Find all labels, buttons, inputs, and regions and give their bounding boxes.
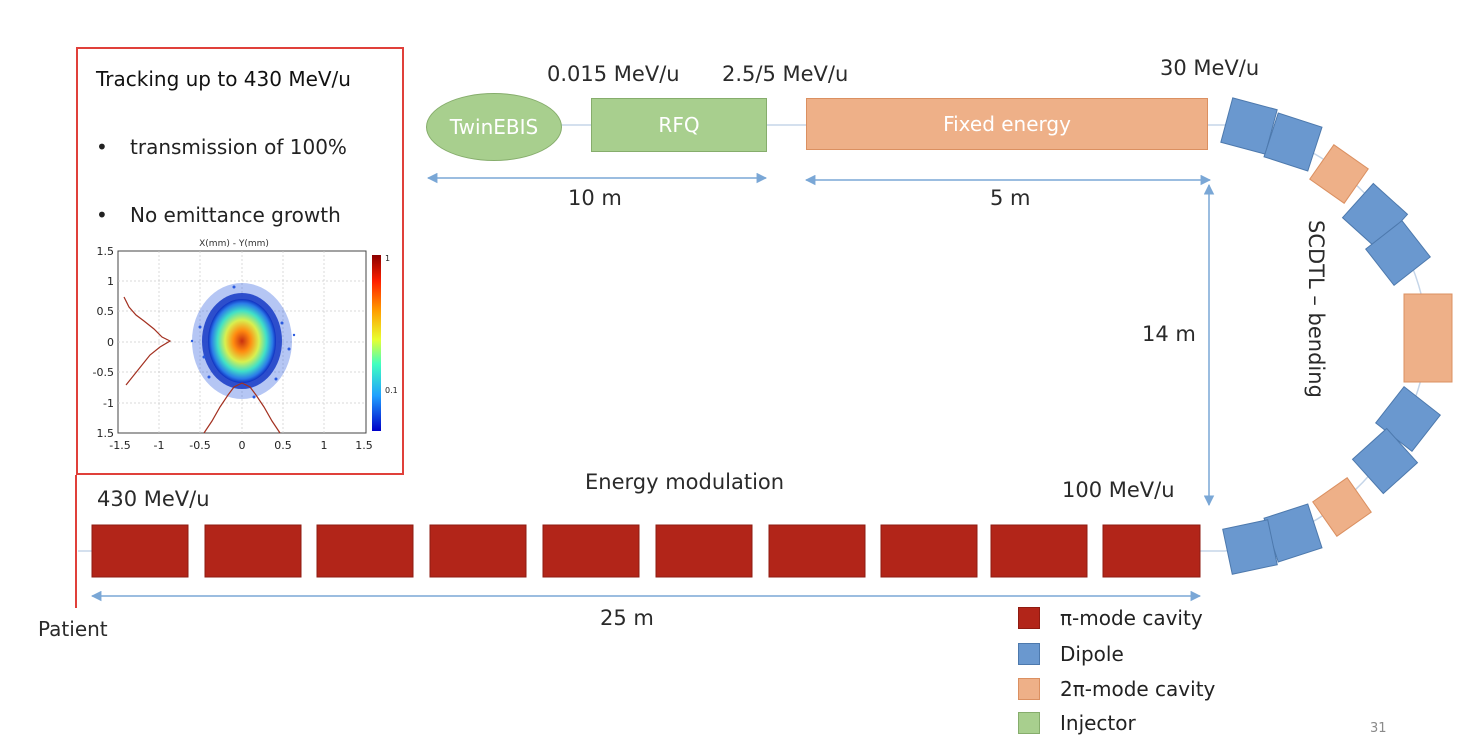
- pi-mode-cavity: [990, 524, 1088, 578]
- legend-item-dipole: Dipole: [1018, 642, 1124, 666]
- dipole: [1220, 97, 1278, 155]
- dipole: [1263, 112, 1323, 172]
- legend-swatch-green: [1018, 712, 1040, 734]
- twinebis-block: TwinEBIS: [426, 93, 562, 161]
- bullet-emittance: • No emittance growth: [96, 203, 341, 227]
- scdtl-bending-label: SCDTL – bending: [1304, 220, 1328, 398]
- energy-label-30: 30 MeV/u: [1160, 56, 1260, 80]
- y-tick: 1.5: [97, 245, 115, 258]
- x-tick: -0.5: [189, 439, 210, 452]
- twinebis-label: TwinEBIS: [449, 115, 539, 139]
- y-tick: 1.5: [97, 427, 115, 440]
- plot-title: X(mm) - Y(mm): [199, 239, 269, 249]
- colorbar-label-low: 0.1: [385, 386, 398, 395]
- fixed-energy-label: Fixed energy: [943, 112, 1071, 136]
- pi-mode-cavity: [316, 524, 414, 578]
- legend-item-injector: Injector: [1018, 711, 1136, 735]
- x-projection-curve: [203, 382, 281, 434]
- colorbar-label-top: 1: [385, 254, 390, 263]
- bullet-dot: •: [96, 203, 108, 227]
- legend-swatch-red: [1018, 607, 1040, 629]
- bullet-dot: •: [96, 135, 108, 159]
- bullet-transmission: • transmission of 100%: [96, 135, 347, 159]
- legend-item-pi-mode: π-mode cavity: [1018, 606, 1203, 630]
- two-pi-cavity: [1312, 477, 1372, 537]
- colorbar: [372, 255, 381, 431]
- y-tick: -1: [103, 397, 114, 410]
- energy-label-100: 100 MeV/u: [1062, 478, 1175, 502]
- plot-y-ticks: 1.5 1 0.5 0 -0.5 -1 1.5: [93, 245, 114, 440]
- energy-label-430: 430 MeV/u: [97, 487, 210, 511]
- legend-label: π-mode cavity: [1060, 606, 1203, 630]
- pi-mode-cavity: [204, 524, 302, 578]
- legend-swatch-blue: [1018, 643, 1040, 665]
- tracking-box: Tracking up to 430 MeV/u • transmission o…: [76, 47, 404, 475]
- x-tick: 1: [321, 439, 328, 452]
- pi-mode-cavity: [91, 524, 189, 578]
- dimension-25m: 25 m: [600, 606, 654, 630]
- pi-mode-cavity: [880, 524, 978, 578]
- pi-mode-cavity: [768, 524, 866, 578]
- legend-label: Dipole: [1060, 642, 1124, 666]
- dimension-14m: 14 m: [1142, 322, 1196, 346]
- pi-mode-cavity: [655, 524, 753, 578]
- patient-label: Patient: [38, 617, 108, 641]
- legend-label: 2π-mode cavity: [1060, 677, 1216, 701]
- pi-mode-cavity: [542, 524, 640, 578]
- rfq-label: RFQ: [658, 113, 700, 137]
- pi-mode-cavity: [1102, 524, 1201, 578]
- x-tick: -1.5: [109, 439, 130, 452]
- dipole: [1351, 427, 1419, 495]
- y-tick: 0.5: [97, 305, 115, 318]
- pi-mode-cavity: [429, 524, 527, 578]
- bullet-emittance-label: No emittance growth: [130, 203, 341, 227]
- phase-space-plot: X(mm) - Y(mm) 1.5 1 0.5: [93, 239, 398, 452]
- legend-item-2pi-mode: 2π-mode cavity: [1018, 677, 1215, 701]
- two-pi-cavity: [1403, 293, 1453, 383]
- x-tick: -1: [154, 439, 165, 452]
- y-tick: -0.5: [93, 366, 114, 379]
- tracking-title: Tracking up to 430 MeV/u: [96, 67, 351, 91]
- scdtl-bend: [1220, 97, 1453, 575]
- dimension-10m: 10 m: [568, 186, 622, 210]
- dimension-5m: 5 m: [990, 186, 1031, 210]
- energy-modulation-label: Energy modulation: [585, 470, 785, 494]
- two-pi-cavity: [1309, 144, 1369, 204]
- x-tick: 1.5: [355, 439, 373, 452]
- y-tick: 1: [107, 275, 114, 288]
- energy-label-0015: 0.015 MeV/u: [547, 62, 680, 86]
- plot-x-ticks: -1.5 -1 -0.5 0 0.5 1 1.5: [109, 439, 372, 452]
- scatter-halo: [190, 283, 296, 399]
- patient-marker-line: [75, 475, 77, 608]
- dipole: [1365, 220, 1431, 286]
- y-tick: 0: [107, 336, 114, 349]
- x-tick: 0: [239, 439, 246, 452]
- dipole: [1222, 519, 1278, 575]
- legend-swatch-orange: [1018, 678, 1040, 700]
- x-tick: 0.5: [274, 439, 292, 452]
- y-projection-curve: [123, 296, 172, 386]
- bullet-transmission-label: transmission of 100%: [130, 135, 347, 159]
- fixed-energy-block: Fixed energy: [806, 98, 1208, 150]
- rfq-block: RFQ: [591, 98, 767, 152]
- page-number: 31: [1370, 721, 1387, 736]
- energy-label-2-5: 2.5/5 MeV/u: [722, 62, 849, 86]
- pi-mode-cavity-row: [91, 524, 1201, 578]
- legend-label: Injector: [1060, 711, 1136, 735]
